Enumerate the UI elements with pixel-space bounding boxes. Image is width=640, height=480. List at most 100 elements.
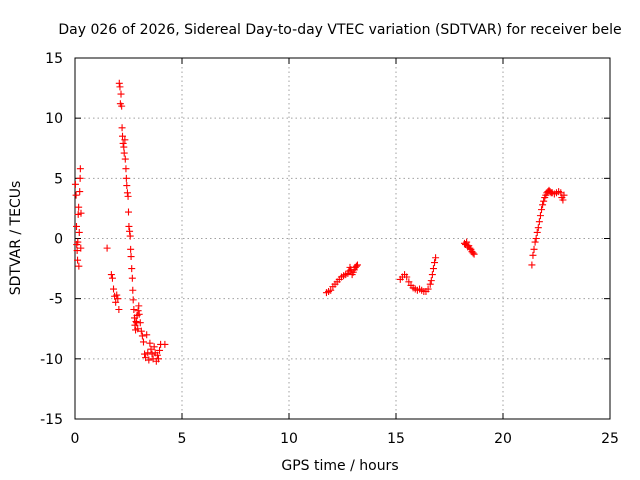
x-tick-labels: 0 5 10 15 20 25 bbox=[71, 431, 619, 447]
data-point bbox=[126, 227, 134, 235]
data-point bbox=[129, 286, 137, 294]
data-point bbox=[431, 259, 439, 267]
data-point bbox=[528, 261, 536, 269]
chart-title: Day 026 of 2026, Sidereal Day-to-day VTE… bbox=[58, 22, 621, 38]
plot-frame bbox=[74, 57, 611, 420]
data-point bbox=[75, 262, 83, 270]
data-point bbox=[531, 238, 539, 246]
data-point bbox=[353, 261, 361, 269]
data-point bbox=[128, 274, 136, 282]
data-point bbox=[72, 191, 80, 199]
data-point bbox=[118, 124, 126, 132]
data-point bbox=[403, 273, 411, 281]
data-point bbox=[529, 251, 537, 259]
data-point bbox=[120, 143, 128, 151]
data-point bbox=[115, 305, 123, 313]
data-point bbox=[124, 192, 132, 200]
data-point bbox=[123, 189, 131, 197]
data-point bbox=[534, 224, 542, 232]
x-axis-label: GPS time / hours bbox=[281, 458, 398, 474]
data-point bbox=[137, 327, 145, 335]
data-point bbox=[134, 307, 142, 315]
data-point bbox=[532, 235, 540, 242]
data-point bbox=[114, 295, 122, 303]
data-point bbox=[116, 83, 124, 91]
data-point bbox=[466, 244, 474, 252]
data-point bbox=[138, 332, 146, 340]
data-point bbox=[161, 340, 169, 348]
data-point bbox=[429, 265, 437, 273]
data-point bbox=[77, 209, 85, 217]
data-point bbox=[122, 174, 130, 182]
data-point bbox=[76, 188, 84, 196]
data-point bbox=[120, 149, 128, 157]
data-point bbox=[424, 285, 432, 293]
data-point bbox=[75, 203, 83, 211]
data-point bbox=[144, 349, 152, 357]
y-tick-label: -5 bbox=[49, 292, 63, 308]
data-point bbox=[127, 253, 135, 261]
x-tick-label: 0 bbox=[71, 431, 80, 447]
x-tick-label: 20 bbox=[494, 431, 512, 447]
data-point bbox=[125, 222, 133, 230]
grid-lines bbox=[75, 58, 610, 419]
data-point bbox=[108, 274, 116, 282]
data-point bbox=[113, 291, 121, 299]
data-point bbox=[136, 319, 144, 327]
y-tick-label: 0 bbox=[54, 232, 63, 248]
data-point bbox=[327, 286, 335, 294]
data-points bbox=[71, 79, 568, 365]
data-point bbox=[126, 232, 134, 240]
data-point bbox=[469, 249, 477, 257]
data-point bbox=[153, 351, 161, 359]
y-tick-label: 10 bbox=[45, 111, 63, 127]
data-point bbox=[121, 136, 129, 144]
data-point bbox=[427, 277, 435, 285]
data-point bbox=[533, 228, 541, 236]
x-tick-label: 25 bbox=[601, 431, 619, 447]
y-axis-label: SDTVAR / TECUs bbox=[8, 181, 24, 296]
x-tick-label: 10 bbox=[280, 431, 298, 447]
data-point bbox=[110, 285, 118, 293]
data-point bbox=[73, 247, 81, 255]
data-point bbox=[405, 278, 413, 286]
data-point bbox=[103, 244, 111, 252]
data-point bbox=[76, 165, 84, 173]
data-point bbox=[428, 271, 436, 279]
data-point bbox=[530, 245, 538, 253]
data-point bbox=[132, 318, 140, 326]
data-point bbox=[74, 256, 82, 264]
data-point bbox=[559, 196, 567, 204]
data-point bbox=[75, 228, 83, 236]
y-tick-label: -15 bbox=[40, 412, 63, 428]
data-point bbox=[77, 244, 85, 252]
data-point bbox=[560, 191, 568, 199]
data-point bbox=[463, 238, 471, 246]
data-point bbox=[76, 174, 84, 182]
data-point bbox=[146, 339, 154, 347]
data-point bbox=[150, 343, 158, 351]
data-point bbox=[119, 132, 127, 140]
data-point bbox=[145, 356, 153, 364]
data-point bbox=[127, 245, 135, 253]
data-point bbox=[540, 197, 548, 205]
data-point bbox=[154, 355, 162, 363]
data-point bbox=[426, 280, 434, 288]
data-point bbox=[115, 79, 123, 87]
data-point bbox=[148, 350, 156, 358]
data-point bbox=[135, 310, 143, 318]
data-point bbox=[135, 302, 143, 310]
data-point bbox=[143, 331, 151, 339]
data-point bbox=[121, 155, 129, 163]
data-point bbox=[141, 350, 149, 358]
data-point bbox=[470, 250, 478, 258]
data-point bbox=[74, 238, 82, 246]
data-point bbox=[122, 165, 130, 173]
data-point bbox=[123, 182, 131, 190]
data-point bbox=[112, 298, 120, 306]
y-tick-label: -10 bbox=[40, 352, 63, 368]
data-point bbox=[535, 218, 543, 226]
data-point bbox=[118, 102, 126, 110]
data-point bbox=[128, 265, 136, 273]
